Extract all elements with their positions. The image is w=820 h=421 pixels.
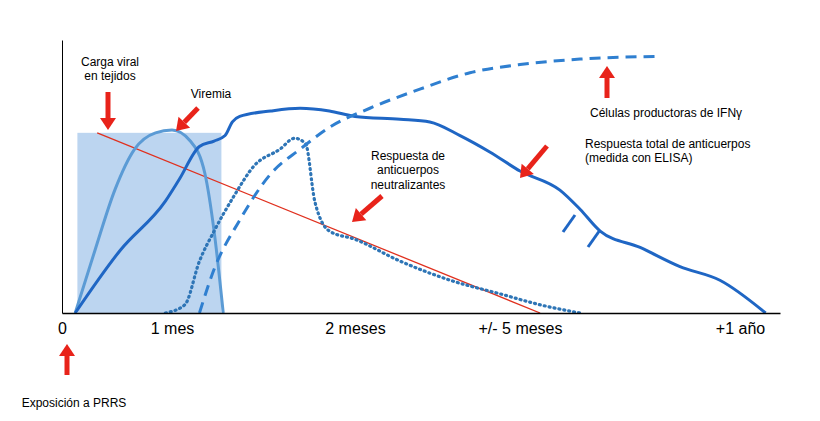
- arrow-shaft: [184, 108, 198, 122]
- tick-label: +/- 5 meses: [478, 320, 562, 337]
- tick-label: 2 meses: [325, 320, 385, 337]
- arrow-head: [59, 344, 75, 356]
- plot-area: [75, 56, 765, 313]
- tick: 2 meses: [325, 313, 385, 337]
- arrow-head: [352, 208, 366, 222]
- chart: 0 1 mes 2 meses +/- 5 meses +1 año Carga vira…: [0, 0, 820, 421]
- arrow-shaft: [106, 92, 111, 118]
- y-axis-line: [62, 41, 63, 314]
- annotation: Respuesta deanticuerposneutralizantes: [371, 149, 446, 192]
- axis-break: [563, 215, 600, 247]
- arrow-shaft: [528, 146, 547, 169]
- annotation: Carga viralen tejidos: [81, 55, 139, 83]
- tick: +/- 5 meses: [478, 313, 562, 337]
- arrow: [59, 344, 75, 375]
- arrow: [520, 146, 547, 178]
- arrow-shaft: [65, 356, 70, 375]
- annotation: Respuesta total de anticuerpos(medida co…: [585, 137, 750, 165]
- tick-label: 0: [58, 320, 67, 337]
- arrow: [352, 196, 382, 222]
- arrow-head: [100, 118, 116, 130]
- x-axis: 0 1 mes 2 meses +/- 5 meses +1 año: [58, 313, 780, 337]
- arrow-head: [599, 66, 615, 78]
- break-mark: [588, 230, 600, 247]
- tick: +1 año: [716, 313, 765, 337]
- arrow: [176, 108, 198, 131]
- series-line: [75, 108, 765, 313]
- tick: 0: [58, 313, 67, 337]
- y-axis: [62, 41, 63, 314]
- arrow: [100, 92, 116, 130]
- tick-label: 1 mes: [151, 320, 195, 337]
- arrow-head: [176, 117, 190, 131]
- annotation: Viremia: [191, 87, 232, 101]
- tick: 1 mes: [151, 313, 195, 337]
- x-axis-line: [63, 313, 781, 315]
- series-line: [199, 56, 655, 313]
- arrow-head: [520, 164, 534, 178]
- series-line: [165, 138, 580, 313]
- annotation: Exposición a PRRS: [22, 396, 127, 410]
- annotation: Células productoras de IFNγ: [590, 106, 742, 120]
- break-mark: [563, 215, 575, 232]
- tick-label: +1 año: [716, 320, 765, 337]
- arrow: [599, 66, 615, 98]
- arrow-shaft: [605, 78, 610, 98]
- arrow-shaft: [361, 196, 382, 214]
